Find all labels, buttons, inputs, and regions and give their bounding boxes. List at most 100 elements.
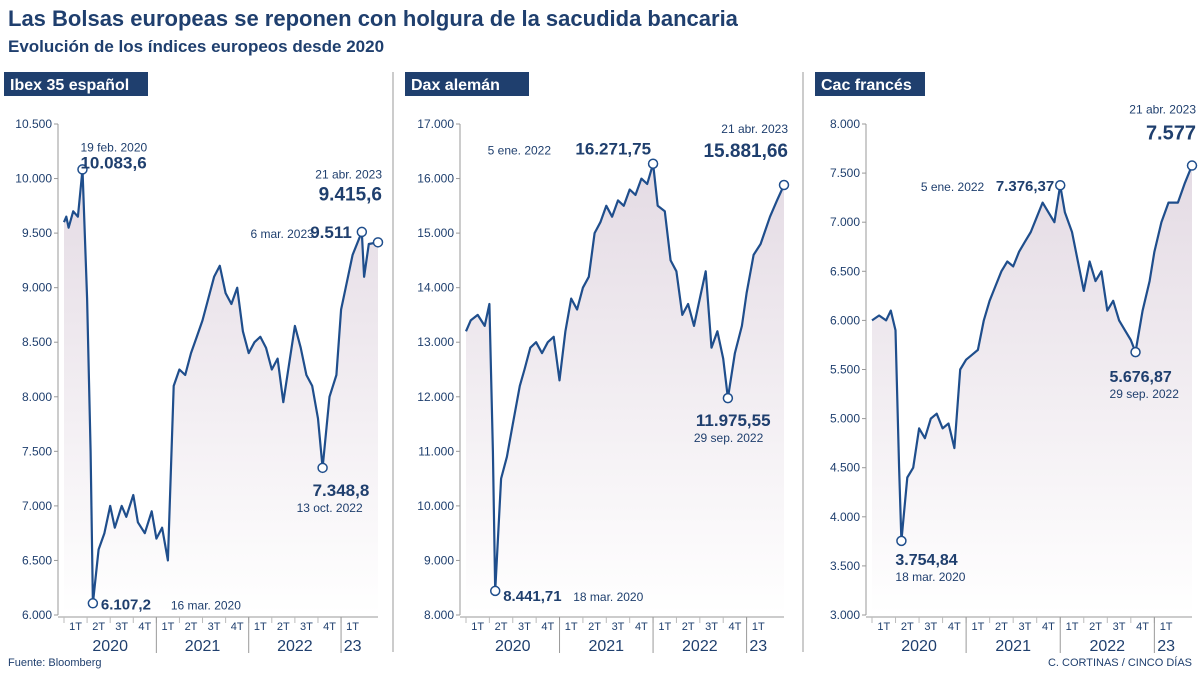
x-tick-label: 4T [231,621,244,633]
x-tick-label: 1T [565,621,578,633]
chart-panel-1: Ibex 35 español 6.000 6.500 7.000 7.500 8.000… [4,72,384,655]
y-tick-label: 6.000 [22,608,52,622]
chart-label-box [405,72,529,96]
x-tick-label: 3T [705,621,718,633]
x-tick-label: 3T [518,621,531,633]
x-tick-label: 1T [69,621,82,633]
annotation-date: 21 abr. 2023 [1129,103,1196,117]
annotation-value: 11.975,55 [696,411,771,430]
y-tick-label: 10.500 [15,117,52,131]
annotation-marker [1054,179,1066,191]
year-label: 2021 [185,638,221,655]
x-tick-label: 4T [948,621,961,633]
annotation-date: 16 mar. 2020 [171,598,241,612]
annotation-marker [77,164,88,175]
annotation-marker [356,226,368,238]
series-area [872,165,1192,615]
annotation-marker [87,598,99,609]
annotation-marker [317,462,328,474]
annotation-value: 10.083,6 [80,153,146,172]
x-tick-label: 3T [1113,621,1126,633]
series-line [464,162,786,592]
y-tick-label: 15.000 [417,226,454,240]
y-tick-label: 13.000 [417,335,454,349]
year-label: 2022 [682,638,718,655]
x-tick-label: 2T [682,621,695,633]
y-tick-label: 7.500 [22,444,52,458]
y-tick-label: 6.000 [830,313,860,327]
y-tick-label: 8.000 [830,117,860,131]
annotation-value: 7.577 [1146,123,1196,145]
x-tick-label: 1T [877,621,890,633]
annotation-date: 6 mar. 2023 [250,227,314,241]
x-tick-label: 4T [1136,621,1149,633]
annotation-value: 9.511 [310,223,352,242]
y-tick-label: 9.500 [22,226,52,240]
x-tick-label: 4T [728,621,741,633]
source-note: Fuente: Bloomberg [8,657,102,669]
annotation-marker [1186,160,1198,171]
year-label: 2022 [277,638,313,655]
annotation-value: 7.348,8 [313,481,370,500]
x-tick-label: 2T [901,621,914,633]
x-tick-label: 3T [300,621,313,633]
x-tick-label: 4T [323,621,336,633]
annotation-value: 16.271,75 [575,140,651,159]
annotation-date: 13 oct. 2022 [297,501,363,515]
x-tick-label: 2T [277,621,290,633]
chart-label-box [4,72,148,96]
x-tick-label: 4T [541,621,554,633]
chart-label: Cac francés [821,77,912,94]
y-tick-label: 7.000 [830,215,860,229]
x-tick-label: 2T [92,621,105,633]
annotation-value: 9.415,6 [319,184,382,205]
y-tick-label: 7.000 [22,499,52,513]
x-tick-label: 1T [971,621,984,633]
y-tick-label: 10.000 [15,172,52,186]
x-tick-label: 1T [658,621,671,633]
annotation-date: 18 mar. 2020 [573,590,643,604]
y-tick-label: 5.500 [830,363,860,377]
y-tick-label: 11.000 [418,444,454,458]
x-tick-label: 2T [588,621,601,633]
annotation-date: 21 abr. 2023 [315,167,382,181]
y-tick-label: 12.000 [417,390,454,404]
x-tick-label: 1T [1066,621,1079,633]
year-label: 23 [749,638,767,655]
annotation-value: 3.754,84 [895,552,957,569]
page-title: Las Bolsas europeas se reponen con holgu… [8,6,738,31]
series-area [466,163,784,615]
chart-label: Ibex 35 español [10,77,129,94]
year-label: 2020 [92,638,128,655]
annotation-marker [778,179,790,191]
year-label: 23 [1157,638,1175,655]
annotation-date: 19 feb. 2020 [80,140,147,154]
chart-panel-3: Cac francés 3.000 3.500 4.000 4.500 5.000 5.50… [815,72,1198,655]
annotation-date: 29 sep. 2022 [694,431,764,445]
y-tick-label: 6.500 [22,553,52,567]
x-tick-label: 1T [346,621,359,633]
series-line [871,165,1194,542]
annotation-marker [647,158,659,169]
year-label: 2020 [495,638,531,655]
x-tick-label: 4T [635,621,648,633]
y-tick-label: 8.000 [424,608,454,622]
page-subtitle: Evolución de los índices europeos desde … [8,37,385,56]
x-tick-label: 1T [1160,621,1173,633]
x-tick-label: 3T [208,621,221,633]
x-tick-label: 3T [1019,621,1032,633]
x-tick-label: 2T [1089,621,1102,633]
year-label: 23 [344,638,362,655]
y-tick-label: 9.000 [22,281,52,295]
annotation-date: 21 abr. 2023 [721,122,788,136]
y-tick-label: 3.500 [830,559,860,573]
y-tick-label: 8.500 [22,335,52,349]
annotation-value: 7.376,37 [996,178,1054,195]
x-tick-label: 1T [161,621,174,633]
y-tick-label: 4.000 [830,510,860,524]
y-tick-label: 16.000 [417,172,454,186]
y-tick-label: 9.000 [424,553,454,567]
year-label: 2020 [901,638,937,655]
annotation-marker [1130,346,1141,358]
annotation-date: 5 ene. 2022 [921,180,985,194]
